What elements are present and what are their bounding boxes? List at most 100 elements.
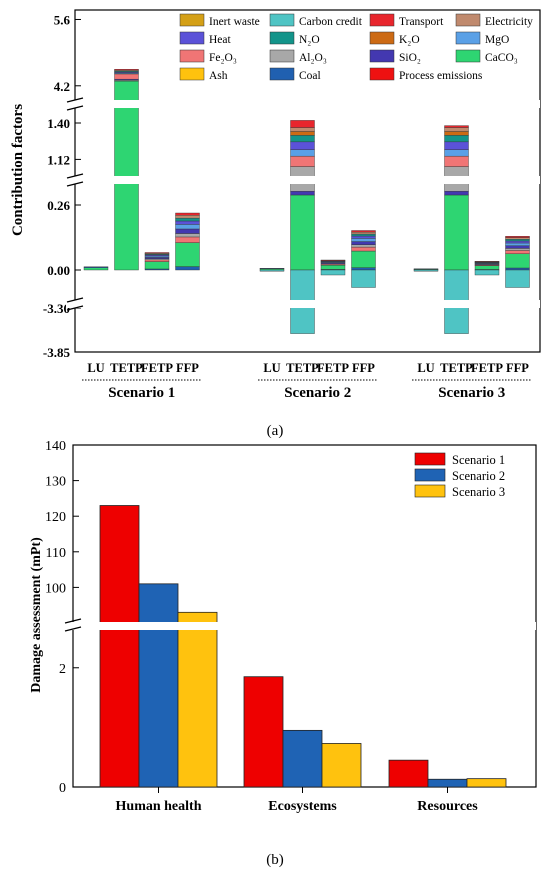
panel-b-y-tick-label: 140 (45, 439, 66, 454)
panel-a-bar-segment (351, 241, 376, 245)
panel-a-bar-segment (444, 191, 469, 196)
panel-a-legend-swatch (369, 31, 395, 45)
panel-a-bar-segment (505, 240, 530, 244)
panel-a-bar-segment (290, 141, 315, 150)
panel-b-axis-break-mark (64, 626, 82, 632)
panel-a-bar-segment (413, 268, 439, 270)
panel-a-bar-segment (505, 236, 530, 238)
panel-a-legend-label: Fe₂O₃ (209, 52, 237, 64)
panel-a-axis-break-gap (66, 300, 540, 308)
panel-b-legend-swatch (414, 484, 446, 498)
panel-a-legend-swatch (369, 49, 395, 63)
panel-b-axis-break-gap (64, 622, 536, 630)
panel-a-group-label: Scenario 2 (284, 385, 351, 401)
panel-a-bar-segment (351, 246, 376, 252)
panel-a-x-tick-label: LU (87, 361, 104, 375)
panel-a-bar-negative (259, 269, 285, 272)
panel-b-axis-break-mark (64, 618, 82, 624)
panel-b-bar (321, 743, 362, 788)
panel-a-bar-segment (320, 265, 346, 270)
panel-a-caption: (a) (267, 423, 284, 439)
panel-a-bar-segment (175, 212, 200, 216)
panel-a-y-tick-label: -3.30 (43, 301, 70, 316)
panel-a-x-tick-label: FFP (352, 361, 375, 375)
panel-a-bar-segment (351, 235, 376, 239)
panel-a-x-tick-label: FFP (506, 361, 529, 375)
panel-a-bar-segment (144, 259, 170, 262)
panel-a-legend-label: Carbon credit (299, 16, 363, 28)
panel-b-bar (282, 729, 323, 788)
panel-a-bar-segment (474, 261, 500, 263)
panel-a-bar-segment (351, 231, 376, 235)
panel-b-y-axis-label: Damage assessment (mPt) (29, 537, 44, 693)
panel-a-legend-swatch (369, 67, 395, 81)
panel-a-bar-segment (83, 267, 109, 271)
panel-a-bar-segment (444, 155, 469, 167)
panel-a-legend-swatch (179, 31, 205, 45)
panel-a-bar-segment (444, 141, 469, 150)
panel-a-bar-segment (144, 252, 170, 254)
panel-a-x-tick-label: TETP (110, 361, 143, 375)
panel-a-legend-label: Al₂O₃ (299, 52, 327, 64)
panel-b-x-tick-label: Ecosystems (268, 799, 337, 814)
panel-a-legend-swatch (269, 13, 295, 27)
panel-a-bar-segment (290, 149, 315, 157)
panel-b-y-tick-label: 100 (45, 581, 66, 596)
panel-a-bars (82, 69, 540, 334)
panel-a-legend-swatch (179, 13, 205, 27)
panel-a: -3.30 -3.85 0.26 0.00 1.40 1.12 5.6 4.2 Inert w… (10, 9, 541, 439)
panel-a-bar-negative (351, 269, 376, 288)
panel-a-axis-break-mark (66, 305, 84, 311)
panel-a-axis-break-mark (66, 297, 84, 303)
panel-a-bar-segment (144, 255, 170, 258)
panel-a-y-tick-label: 5.6 (54, 12, 71, 27)
panel-b-legend-label: Scenario 2 (452, 469, 505, 483)
panel-a-bar-segment (175, 220, 200, 225)
panel-a-bar-segment (444, 125, 469, 128)
panel-a-legend-swatch (369, 13, 395, 27)
panel-a-legend-label: K₂O (399, 34, 420, 46)
panel-a-bar-segment (175, 233, 200, 238)
panel-a-legend-label: Ash (209, 70, 228, 82)
panel-b-x-tick-label: Resources (417, 799, 478, 814)
panel-a-y-tick-label: 1.40 (47, 116, 70, 131)
panel-a-bar-segment (444, 131, 469, 136)
panel-a-bar-segment (351, 233, 376, 237)
panel-b-legend: Scenario 1 Scenario 2 Scenario 3 (414, 452, 505, 499)
panel-a-y-tick-label: 0.00 (47, 263, 70, 278)
panel-a-bar-segment (505, 237, 530, 240)
panel-a-bar-segment (505, 250, 530, 255)
panel-a-y-tick-label: 4.2 (54, 79, 70, 94)
panel-a-bar-segment (505, 239, 530, 242)
panel-a-bar-segment (351, 230, 376, 233)
panel-a-bar-segment (290, 127, 315, 132)
panel-a-bar-segment (144, 261, 170, 270)
panel-b-y-tick-label: 110 (46, 546, 66, 561)
panel-b-y-tick-label: 130 (45, 475, 66, 490)
panel-a-x-tick-label: FETP (471, 361, 503, 375)
panel-a-legend-swatch (455, 13, 481, 27)
panel-a-axis-break-mark (66, 97, 84, 103)
panel-b-bars (99, 505, 507, 788)
panel-a-axis-break-mark (66, 105, 84, 111)
panel-a-bar-segment (290, 135, 315, 143)
panel-a-x-tick-label: TETP (286, 361, 319, 375)
panel-a-bar-segment (351, 244, 376, 248)
panel-a-bar-segment (290, 155, 315, 167)
panel-a-bar-segment (290, 194, 315, 271)
panel-a-x-tick-label: LU (263, 361, 280, 375)
panel-a-axis-break-mark (66, 173, 84, 179)
panel-a-bar-negative (320, 269, 346, 276)
panel-b-bar (427, 778, 468, 788)
panel-a-bar-segment (290, 131, 315, 136)
panel-a-x-tick-label: FETP (317, 361, 349, 375)
panel-a-x-tick-label: TETP (440, 361, 473, 375)
panel-a-bar-negative (413, 269, 439, 272)
panel-a-bar-segment (175, 242, 200, 267)
panel-a-legend-label: Process emissions (399, 70, 483, 82)
panel-b-bar (243, 676, 284, 788)
panel-a-legend-swatch (455, 49, 481, 63)
panel-a-bar-segment (175, 215, 200, 219)
panel-a-legend-swatch (269, 31, 295, 45)
panel-b-legend-swatch (414, 468, 446, 482)
